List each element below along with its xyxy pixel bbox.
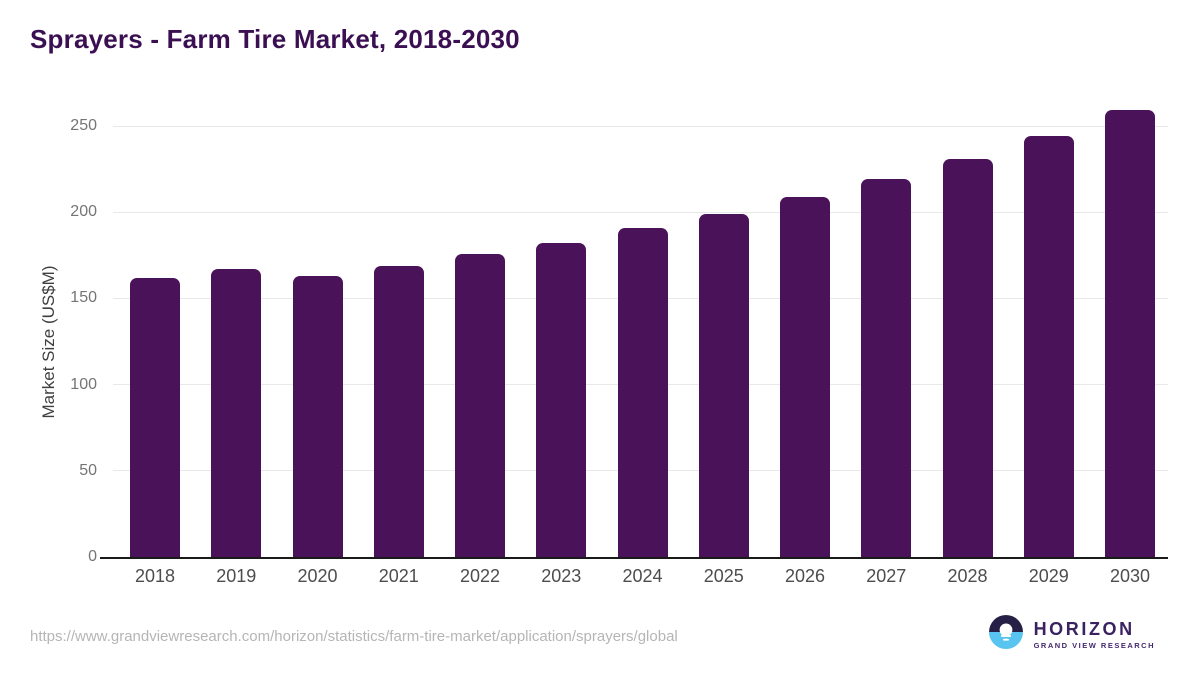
y-tick-label-250: 250 (70, 117, 97, 134)
bar-2021[interactable] (373, 265, 424, 557)
x-tick-label-2025: 2025 (703, 566, 744, 586)
y-tick-label-100: 100 (70, 375, 97, 393)
y-tick-label-200: 200 (70, 203, 97, 221)
x-tick-label-2022: 2022 (459, 566, 501, 586)
horizon-logo: HORIZON GRAND VIEW RESEARCH (988, 615, 1155, 654)
x-tick-label-2021: 2021 (378, 566, 419, 586)
bar-2023[interactable] (536, 243, 587, 557)
bar-chart-plot-area (100, 110, 1168, 559)
x-tick-label-2027: 2027 (866, 566, 907, 586)
x-tick-label-2019: 2019 (216, 566, 257, 586)
bar-2026[interactable] (780, 196, 830, 557)
x-tick-label-2023: 2023 (541, 566, 582, 586)
bar-2022[interactable] (455, 253, 505, 557)
chart-title: Sprayers - Farm Tire Market, 2018-2030 (30, 24, 520, 54)
bar-2019[interactable] (211, 269, 262, 557)
bar-2029[interactable] (1023, 136, 1074, 557)
bar-2030[interactable] (1105, 110, 1155, 557)
bar-2027[interactable] (861, 179, 912, 557)
x-tick-label-2028: 2028 (947, 566, 988, 586)
bar-2025[interactable] (698, 213, 749, 557)
x-tick-label-2020: 2020 (297, 566, 338, 586)
y-tick-label-150: 150 (70, 289, 97, 307)
logo-name: HORIZON (1033, 618, 1135, 639)
x-tick-label-2026: 2026 (784, 566, 826, 586)
x-axis-line (100, 557, 1168, 559)
logo-text: HORIZON GRAND VIEW RESEARCH (1034, 620, 1155, 650)
y-tick-label-50: 50 (79, 461, 97, 479)
x-tick-label-2029: 2029 (1028, 566, 1069, 586)
x-tick-label-2018: 2018 (134, 566, 176, 586)
y-tick-label-0: 0 (88, 548, 97, 565)
logo-subtitle: GRAND VIEW RESEARCH (1033, 640, 1155, 650)
source-url: https://www.grandviewresearch.com/horizo… (30, 628, 678, 645)
bar-2028[interactable] (942, 158, 993, 557)
bar-2020[interactable] (292, 276, 343, 557)
gridline-250 (113, 125, 1168, 127)
x-axis-tick-labels: 2018 2019 2020 2021 2022 2023 2024 2025 2026 2027… (112, 566, 1165, 587)
sun-over-water-icon (988, 615, 1023, 654)
y-axis-tick-labels: 0 50 100 150 200 250 (0, 118, 112, 565)
bar-2018[interactable] (130, 277, 180, 557)
gridline-200 (113, 211, 1168, 213)
x-tick-label-2024: 2024 (622, 566, 663, 586)
bar-2024[interactable] (617, 227, 668, 557)
x-tick-label-2030: 2030 (1109, 566, 1151, 586)
bar-series (112, 110, 1165, 557)
